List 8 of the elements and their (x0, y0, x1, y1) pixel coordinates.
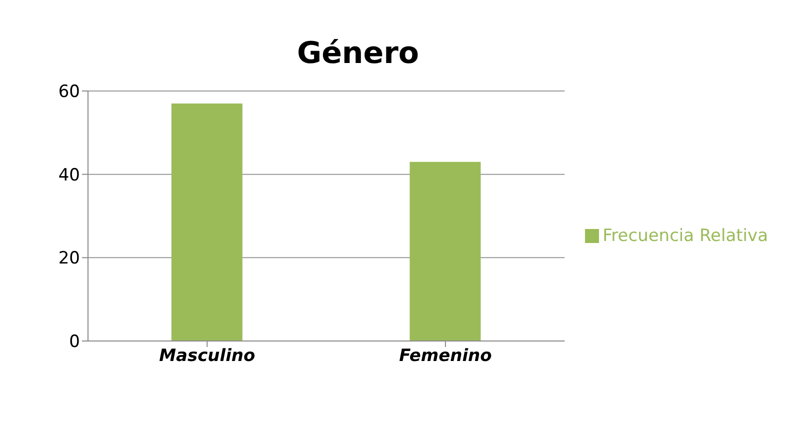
chart-title: Género (296, 36, 420, 71)
x-tick-label: Femenino (399, 346, 492, 366)
y-tick-label: 40 (58, 165, 80, 186)
y-tick-label: 20 (58, 248, 80, 269)
legend-label: Frecuencia Relativa (602, 226, 768, 246)
y-tick-label: 60 (58, 82, 80, 102)
y-tick-label: 0 (69, 332, 80, 352)
x-tick-label: Masculino (159, 346, 256, 366)
